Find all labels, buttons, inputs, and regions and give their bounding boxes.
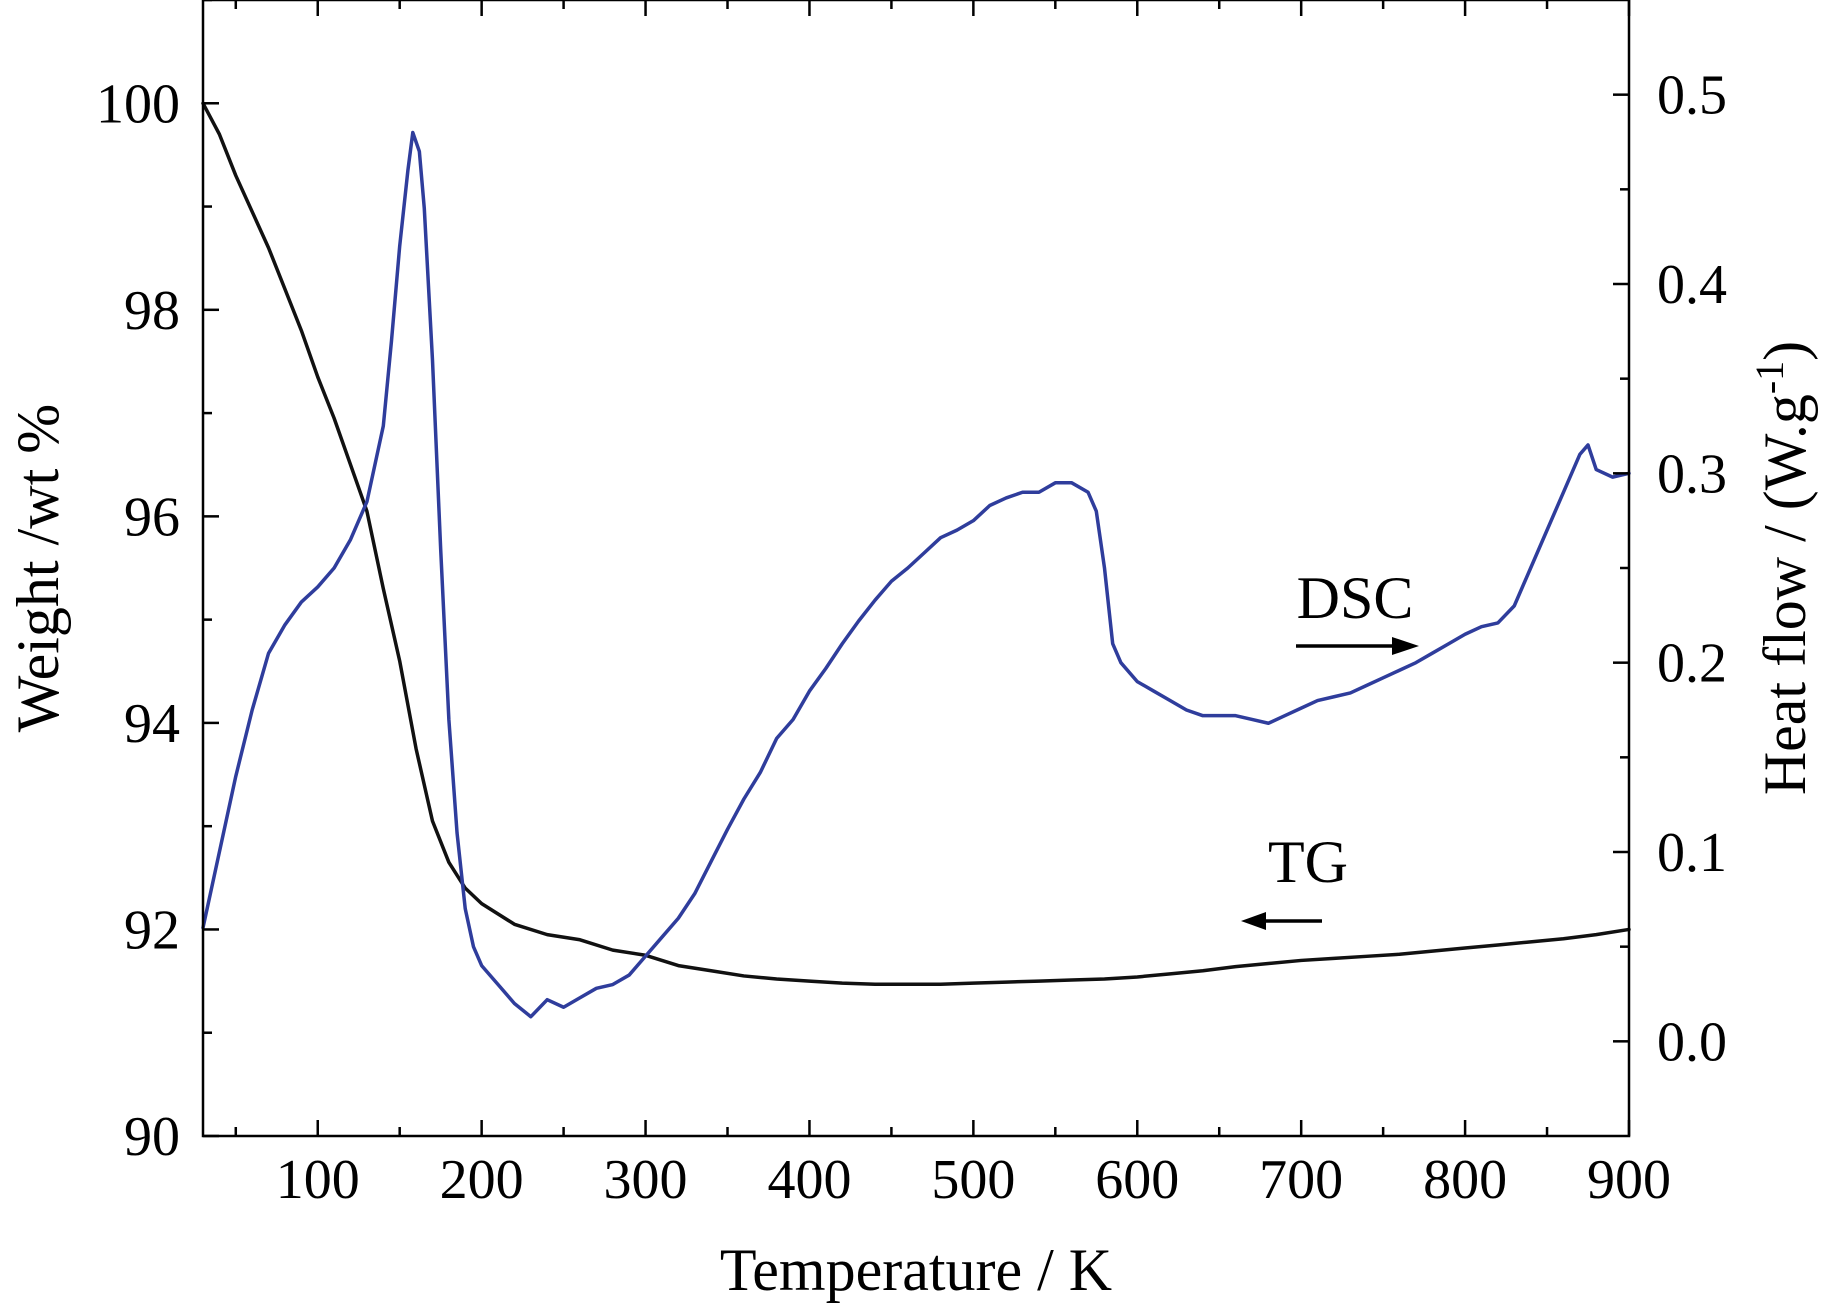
x-tick-label: 300 xyxy=(604,1149,688,1211)
left-y-axis: 90 92 94 96 98 100 xyxy=(96,0,219,1168)
left-y-tick-label: 96 xyxy=(124,486,180,548)
x-tick-label: 200 xyxy=(440,1149,524,1211)
dsc-series-line xyxy=(201,130,1631,1019)
x-tick-label: 100 xyxy=(276,1149,360,1211)
right-y-tick-label: 0.0 xyxy=(1657,1011,1727,1073)
dsc-annotation: DSC xyxy=(1296,565,1419,655)
plot-frame xyxy=(201,0,1631,1138)
x-tick-label: 500 xyxy=(931,1149,1015,1211)
right-y-tick-label: 0.5 xyxy=(1657,65,1727,127)
right-y-axis-title-sup: -1 xyxy=(1747,361,1792,394)
tg-label: TG xyxy=(1268,829,1348,895)
x-tick-label: 700 xyxy=(1259,1149,1343,1211)
tg-annotation: TG xyxy=(1241,829,1348,930)
series-layer xyxy=(201,101,1631,1019)
left-y-tick-label: 100 xyxy=(96,73,180,135)
left-y-tick-label: 92 xyxy=(124,899,180,961)
dsc-label: DSC xyxy=(1297,565,1414,631)
x-tick-label: 600 xyxy=(1095,1149,1179,1211)
x-tick-label: 400 xyxy=(767,1149,851,1211)
x-tick-label: 900 xyxy=(1587,1149,1671,1211)
right-y-axis-title-end: ) xyxy=(1752,341,1818,361)
right-y-tick-label: 0.2 xyxy=(1657,633,1727,695)
right-y-tick-label: 0.3 xyxy=(1657,443,1727,505)
tg-arrow-head xyxy=(1241,912,1266,930)
x-axis: 100 200 300 400 500 600 700 800 900 xyxy=(234,0,1671,1211)
x-tick-label: 800 xyxy=(1423,1149,1507,1211)
right-y-axis: 0.0 0.1 0.2 0.3 0.4 0.5 xyxy=(1613,65,1727,1073)
left-y-axis-title: Weight /wt % xyxy=(5,404,71,732)
right-y-axis-title: Heat flow / (W.g-1) xyxy=(1747,341,1819,795)
left-y-tick-label: 90 xyxy=(124,1106,180,1168)
left-y-tick-label: 98 xyxy=(124,280,180,342)
right-y-axis-title-main: Heat flow / (W.g xyxy=(1752,394,1818,795)
dsc-arrow-head xyxy=(1392,637,1419,655)
right-y-tick-label: 0.1 xyxy=(1657,822,1727,884)
x-axis-title: Temperature / K xyxy=(720,1237,1112,1303)
tg-series-line xyxy=(201,101,1631,986)
right-y-tick-label: 0.4 xyxy=(1657,254,1727,316)
left-y-tick-label: 94 xyxy=(124,693,180,755)
